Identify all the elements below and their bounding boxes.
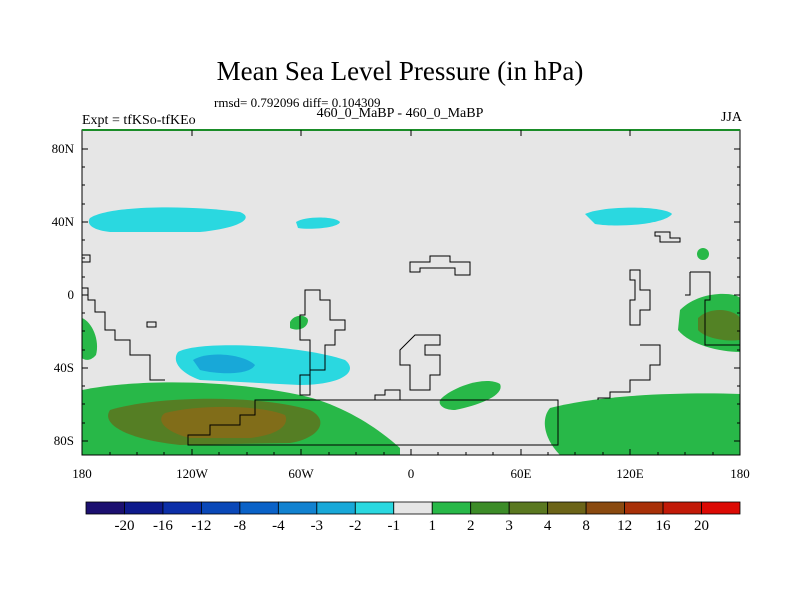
x-label-60w: 60W — [288, 466, 314, 481]
colorbar-swatch — [316, 501, 356, 515]
y-label-80s: 80S — [53, 433, 74, 448]
colorbar-label: 20 — [694, 518, 710, 534]
india-outline — [629, 269, 651, 326]
x-ticks — [81, 130, 741, 455]
colorbar-label: 8 — [582, 518, 590, 534]
y-label-80n: 80N — [51, 141, 74, 156]
colorbar-swatch — [124, 501, 164, 515]
north-pacific-cyan-patch — [88, 207, 246, 232]
north-asia-cyan-patch — [585, 207, 672, 226]
antarctic-coast-outline — [187, 399, 559, 446]
south-atlantic-green-patch — [439, 381, 501, 410]
colorbar-swatch — [470, 501, 510, 515]
pacific-green-spot — [697, 248, 709, 260]
colorbar-label: -20 — [114, 518, 135, 534]
south-pacific-blue-core — [193, 354, 255, 374]
colorbar-label: 16 — [655, 518, 671, 534]
colorbar-swatch — [239, 501, 279, 515]
australia-south-outline — [597, 344, 661, 400]
colorbar-label: -8 — [233, 518, 247, 534]
antarctic-peninsula-outline — [374, 389, 401, 400]
colorbar-swatch — [277, 501, 318, 515]
south-indian-green-band — [544, 393, 740, 455]
y-label-0: 0 — [67, 287, 75, 302]
y-label-40n: 40N — [51, 214, 74, 229]
southern-ocean-olive-core — [161, 406, 287, 438]
colorbar-label: -12 — [191, 518, 212, 534]
colorbar-swatch — [431, 501, 472, 515]
colorbar-label: 1 — [428, 518, 436, 534]
continent-outlines — [82, 231, 740, 446]
colorbar-swatch — [162, 501, 202, 515]
australia-dark-core — [698, 310, 740, 341]
south-america-green-patch — [290, 315, 308, 330]
experiment-names: 460_0_MaBP - 460_0_MaBP — [316, 106, 484, 121]
colorbar-swatch — [662, 501, 702, 515]
x-label-180-east: 180 — [730, 466, 750, 481]
north-atlantic-cyan-patch — [296, 217, 340, 229]
colorbar-label: -4 — [272, 518, 285, 534]
colorbar-label: 4 — [543, 518, 552, 534]
colorbar-swatch — [201, 501, 241, 515]
colorbar-swatch — [508, 501, 549, 515]
y-ticks — [82, 148, 740, 442]
australia-outline — [685, 271, 740, 346]
rmsd-diff-stats: rmsd= 0.792096 diff= 0.104309 — [214, 95, 381, 110]
x-label-0: 0 — [407, 466, 415, 481]
east-pacific-green-patch — [82, 318, 98, 360]
south-america-outline — [299, 289, 346, 396]
experiment-label: Expt = tfKSo-tfKEo — [82, 113, 196, 128]
x-label-120e: 120E — [616, 466, 644, 481]
colorbar-swatch — [585, 501, 625, 515]
small-coast-outline — [82, 254, 91, 263]
season-label: JJA — [720, 110, 742, 125]
colorbar-label: 3 — [505, 518, 513, 534]
pacific-island-outline — [146, 321, 157, 328]
chart-title: Mean Sea Level Pressure (in hPa) — [216, 56, 584, 86]
colorbar-swatch — [624, 501, 664, 515]
asia-east-outline — [654, 231, 681, 243]
colorbar-label: -1 — [387, 518, 401, 534]
x-label-60e: 60E — [510, 466, 532, 481]
africa-outline — [399, 334, 441, 391]
y-label-40s: 40S — [53, 360, 74, 375]
eurasia-outline — [409, 255, 471, 276]
colorbar — [85, 501, 741, 515]
colorbar-swatch — [547, 501, 587, 515]
colorbar-label: -3 — [310, 518, 324, 534]
colorbar-label: 2 — [466, 518, 475, 534]
colorbar-label: 12 — [617, 518, 633, 534]
colorbar-swatch — [393, 501, 433, 515]
x-label-180-west: 180 — [72, 466, 92, 481]
colorbar-swatch — [701, 501, 741, 515]
colorbar-swatch — [354, 501, 395, 515]
west-coast-outline — [82, 287, 165, 381]
colorbar-swatch — [85, 501, 125, 515]
colorbar-label: -16 — [152, 518, 173, 534]
colorbar-label: -2 — [349, 518, 362, 534]
x-label-120w: 120W — [176, 466, 208, 481]
